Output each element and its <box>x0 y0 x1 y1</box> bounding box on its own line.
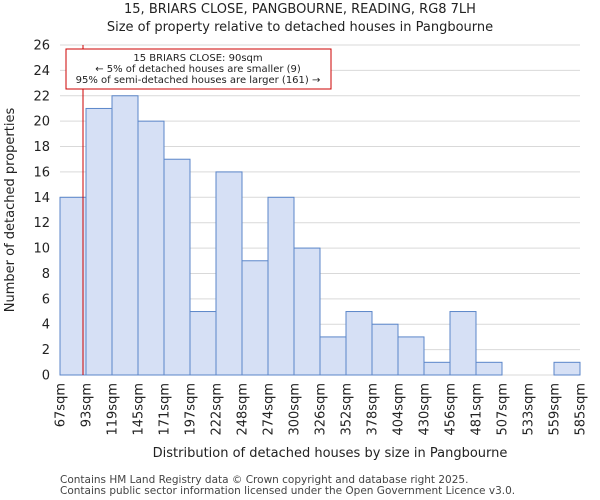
y-tick-label: 16 <box>33 165 50 180</box>
bar <box>215 171 243 376</box>
bar <box>345 311 373 376</box>
x-ticks: 67sqm 93sqm 119sqm 145sqm 171sqm 197sqm 222sqm… <box>54 383 589 436</box>
x-axis-label: Distribution of detached houses by size … <box>153 446 508 461</box>
bar <box>267 196 295 376</box>
bar <box>163 158 191 376</box>
x-tick-label: 533sqm <box>522 383 537 436</box>
annotation-box: 15 BRIARS CLOSE: 90sqm ← 5% of detached … <box>65 48 332 90</box>
chart-title: 15, BRIARS CLOSE, PANGBOURNE, READING, R… <box>124 2 476 17</box>
y-tick-label: 10 <box>33 242 50 257</box>
x-tick-label: 222sqm <box>210 383 225 436</box>
y-tick-label: 12 <box>33 216 50 231</box>
x-tick-label: 507sqm <box>496 383 511 436</box>
x-tick-label: 352sqm <box>340 383 355 436</box>
bar <box>189 311 217 376</box>
x-tick-label: 326sqm <box>314 383 329 436</box>
y-tick-label: 8 <box>42 267 50 282</box>
y-axis-label: Number of detached properties <box>3 108 18 313</box>
x-tick-label: 456sqm <box>444 383 459 436</box>
x-tick-label: 378sqm <box>366 383 381 436</box>
footer-line-2: Contains public sector information licen… <box>60 485 515 497</box>
y-tick-label: 14 <box>33 191 50 206</box>
x-tick-label: 430sqm <box>418 383 433 436</box>
y-tick-label: 0 <box>42 369 50 384</box>
bar <box>449 311 477 376</box>
bar <box>241 260 269 376</box>
bar <box>111 95 139 376</box>
y-tick-label: 6 <box>42 292 50 307</box>
y-tick-label: 22 <box>33 89 50 104</box>
x-tick-label: 67sqm <box>54 383 69 427</box>
chart-subtitle: Size of property relative to detached ho… <box>107 20 493 35</box>
bar <box>397 336 425 376</box>
x-tick-label: 93sqm <box>80 383 95 427</box>
annotation-line-3: 95% of semi-detached houses are larger (… <box>76 75 321 86</box>
x-tick-label: 171sqm <box>158 383 173 436</box>
bars <box>59 95 581 376</box>
y-tick-label: 26 <box>33 39 50 54</box>
y-tick-label: 20 <box>33 115 50 130</box>
bar <box>553 361 581 376</box>
y-tick-label: 4 <box>42 318 50 333</box>
bar <box>137 120 165 376</box>
x-tick-label: 145sqm <box>132 383 147 436</box>
bar <box>371 323 399 376</box>
y-tick-label: 24 <box>33 64 50 79</box>
x-tick-label: 559sqm <box>548 383 563 436</box>
x-tick-label: 481sqm <box>470 383 485 436</box>
annotation-border <box>65 48 332 90</box>
bar <box>85 107 113 376</box>
annotation-line-1: 15 BRIARS CLOSE: 90sqm <box>133 53 262 64</box>
x-tick-label: 274sqm <box>262 383 277 436</box>
y-tick-label: 18 <box>33 140 50 155</box>
x-tick-label: 197sqm <box>184 383 199 436</box>
x-tick-label: 300sqm <box>288 383 303 436</box>
x-tick-label: 248sqm <box>236 383 251 436</box>
bar <box>475 361 503 376</box>
annotation-line-2: ← 5% of detached houses are smaller (9) <box>95 64 301 75</box>
bar <box>59 196 87 376</box>
y-tick-label: 2 <box>42 343 50 358</box>
x-tick-label: 119sqm <box>106 383 121 436</box>
bar <box>423 361 451 376</box>
bar <box>319 336 347 376</box>
footer-line-1: Contains HM Land Registry data © Crown c… <box>60 474 468 486</box>
x-tick-label: 404sqm <box>392 383 407 436</box>
x-tick-label: 585sqm <box>574 383 589 436</box>
bar <box>293 247 321 376</box>
